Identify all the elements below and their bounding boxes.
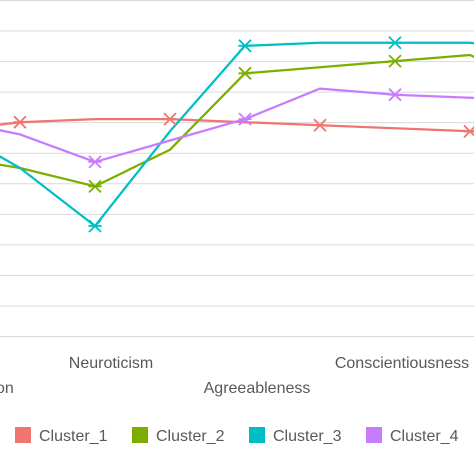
x-tick-label: Conscientiousness [335,355,469,372]
data-point-marker [313,118,327,132]
data-point-marker [388,88,402,102]
data-point-marker [463,124,474,138]
data-point-marker [88,219,102,233]
legend-swatch-3 [249,427,265,443]
gridlines [0,0,474,337]
legend-swatch-4 [366,427,382,443]
data-point-marker [13,115,27,129]
series-line-4 [0,87,474,164]
legend-swatch-2 [132,427,148,443]
x-tick-label: on [0,380,14,397]
legend-label-4: Cluster_4 [390,428,459,445]
data-point-marker [388,36,402,50]
x-tick-label: Neuroticism [69,355,153,372]
data-point-marker [388,54,402,68]
x-axis-labels: on Neuroticism Agreeableness Conscientiousn… [0,355,469,397]
data-point-marker [163,112,177,126]
series-line-3 [0,41,474,228]
series-line-2 [0,53,474,188]
legend-swatch-1 [15,427,31,443]
data-point-marker [238,112,252,126]
legend-label-2: Cluster_2 [156,428,225,445]
series-lines [0,41,474,228]
legend: Cluster_1 Cluster_2 Cluster_3 Cluster_4 [15,427,459,445]
series-markers [13,36,474,233]
data-point-marker [238,66,252,80]
data-point-marker [88,155,102,169]
legend-label-3: Cluster_3 [273,428,342,445]
x-tick-label: Agreeableness [204,380,311,397]
data-point-marker [238,39,252,53]
series-line-1 [0,117,474,133]
data-point-marker [88,179,102,193]
legend-label-1: Cluster_1 [39,428,108,445]
